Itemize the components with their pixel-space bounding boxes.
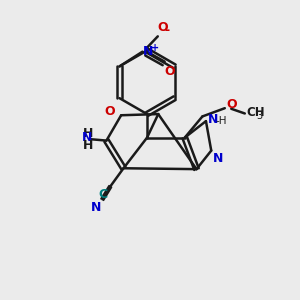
Text: N: N (82, 131, 92, 144)
Text: CH: CH (246, 106, 265, 119)
Text: -H: -H (216, 116, 227, 126)
Text: H: H (83, 139, 93, 152)
Text: 3: 3 (256, 111, 262, 121)
Text: -: - (165, 24, 170, 37)
Text: O: O (226, 98, 237, 111)
Text: O: O (165, 64, 175, 78)
Text: C: C (98, 188, 107, 201)
Text: O: O (105, 105, 115, 118)
Text: N: N (91, 201, 101, 214)
Text: N: N (208, 113, 218, 126)
Text: H: H (83, 127, 93, 140)
Text: O: O (157, 21, 168, 34)
Text: N: N (143, 45, 154, 58)
Text: +: + (151, 43, 159, 52)
Text: N: N (213, 152, 224, 165)
